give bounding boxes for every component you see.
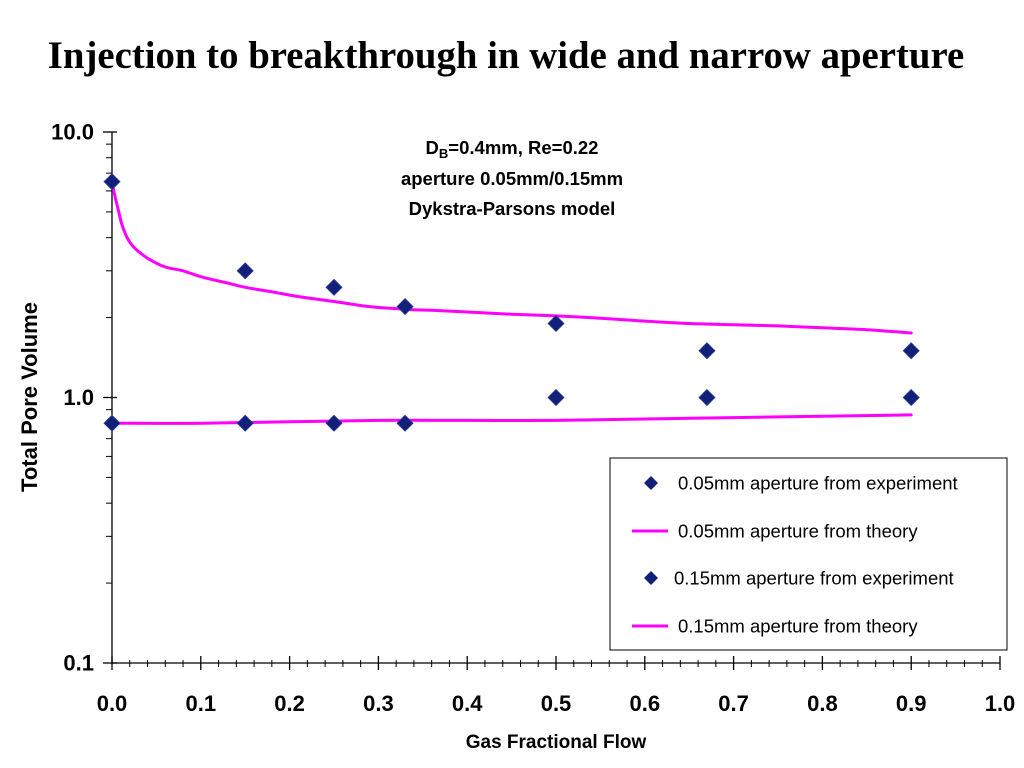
- annotation-line-2: aperture 0.05mm/0.15mm: [401, 168, 623, 189]
- annotation-line-1-main: D: [426, 137, 439, 158]
- series-line-0-05mm-aperture-from-theory: [110, 180, 913, 335]
- legend-label: 0.15mm aperture from experiment: [674, 568, 954, 589]
- x-tick-label: 0.7: [718, 691, 749, 716]
- y-tick-label: 1.0: [63, 385, 94, 410]
- annotation-line-1-subscript: B: [439, 146, 448, 161]
- x-tick-label: 0.5: [541, 691, 572, 716]
- data-point-0-15mm-aperture-from-experiment: [698, 388, 716, 407]
- legend-label: 0.05mm aperture from theory: [678, 521, 918, 542]
- data-point-0-15mm-aperture-from-experiment: [902, 388, 920, 407]
- data-point-0-05mm-aperture-from-experiment: [103, 173, 121, 191]
- legend-marker-diamond: [644, 571, 658, 585]
- y-axis-label: Total Pore Volume: [17, 302, 42, 492]
- x-tick-label: 0.0: [97, 691, 128, 716]
- annotation-line-1-suffix: =0.4mm, Re=0.22: [448, 137, 598, 158]
- data-point-0-05mm-aperture-from-experiment: [236, 262, 254, 280]
- series-points: [103, 173, 920, 432]
- x-tick-label: 0.6: [630, 691, 661, 716]
- annotation: DB=0.4mm, Re=0.22 aperture 0.05mm/0.15mm…: [401, 137, 623, 219]
- x-tick-label: 0.4: [452, 691, 483, 716]
- x-tick-label: 0.2: [274, 691, 305, 716]
- y-ticks: 10.0 1.0 0.1: [51, 120, 117, 676]
- x-axis-label: Gas Fractional Flow: [466, 732, 647, 753]
- data-point-0-05mm-aperture-from-experiment: [396, 298, 414, 316]
- legend-label: 0.15mm aperture from theory: [678, 616, 918, 637]
- chart-title: Injection to breakthrough in wide and na…: [48, 34, 964, 77]
- y-tick-label: 10.0: [51, 120, 94, 145]
- data-point-0-15mm-aperture-from-experiment: [547, 388, 565, 407]
- data-point-0-15mm-aperture-from-experiment: [396, 414, 414, 432]
- legend-label: 0.05mm aperture from experiment: [678, 473, 958, 494]
- y-tick-label: 0.1: [63, 651, 94, 676]
- data-point-0-15mm-aperture-from-experiment: [236, 414, 254, 432]
- annotation-line-3: Dykstra-Parsons model: [409, 198, 616, 219]
- x-tick-label: 0.8: [807, 691, 838, 716]
- x-tick-label: 0.1: [186, 691, 217, 716]
- legend-box: [609, 457, 1008, 651]
- data-point-0-05mm-aperture-from-experiment: [698, 342, 716, 360]
- series-line-0-15mm-aperture-from-theory: [110, 413, 913, 425]
- data-point-0-15mm-aperture-from-experiment: [103, 414, 121, 432]
- annotation-line-1: DB=0.4mm, Re=0.22: [426, 137, 599, 161]
- x-ticks: 0.0 0.1 0.2 0.3 0.4 0.5 0.6 0.7 0.8 0.9 1.0: [97, 656, 1016, 716]
- legend: 0.05mm aperture from experiment 0.05mm a…: [609, 457, 1008, 651]
- x-tick-label: 1.0: [985, 691, 1016, 716]
- data-point-0-05mm-aperture-from-experiment: [902, 342, 920, 360]
- x-tick-label: 0.9: [896, 691, 927, 716]
- legend-marker-diamond: [644, 476, 658, 490]
- data-point-0-05mm-aperture-from-experiment: [325, 278, 343, 296]
- data-point-0-15mm-aperture-from-experiment: [325, 414, 343, 432]
- x-tick-label: 0.3: [363, 691, 394, 716]
- data-point-0-05mm-aperture-from-experiment: [547, 314, 565, 333]
